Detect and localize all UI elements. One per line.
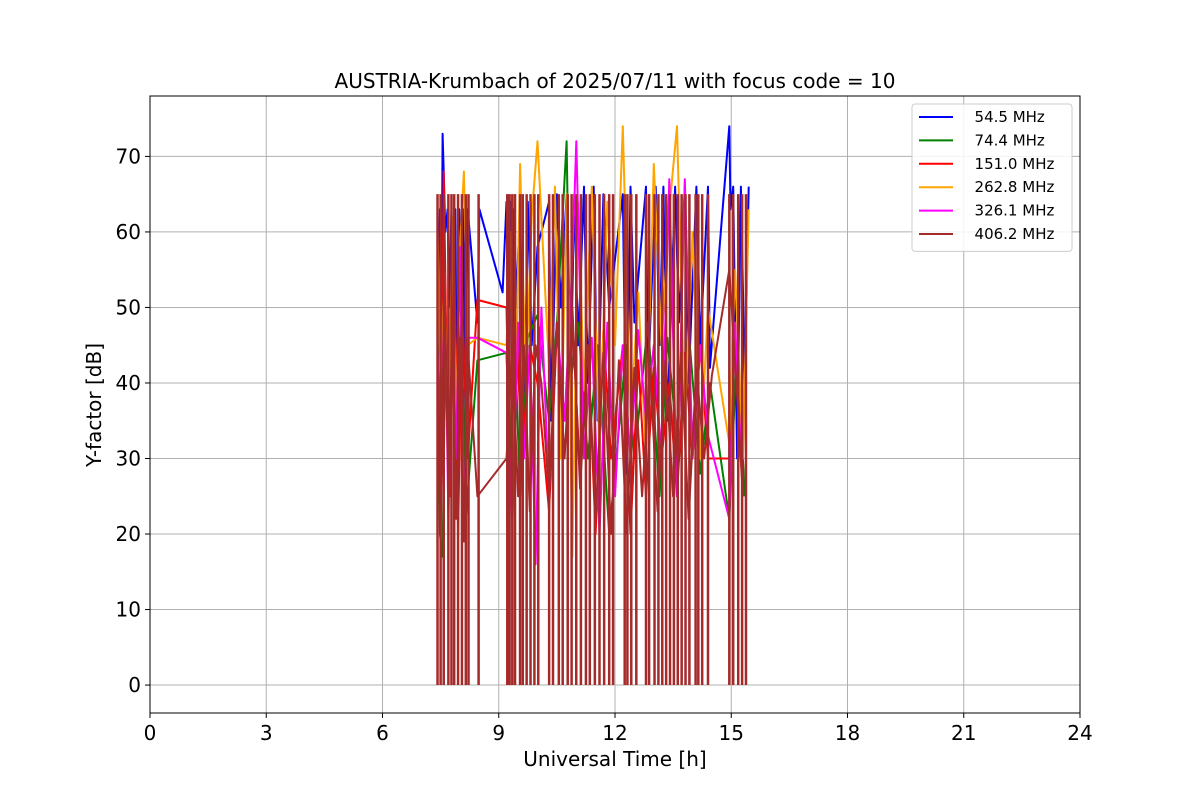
y-tick-label: 40 (116, 371, 141, 395)
y-tick-label: 0 (128, 673, 141, 697)
x-tick-label: 0 (144, 721, 157, 745)
y-tick-label: 20 (116, 522, 141, 546)
legend-label: 406.2 MHz (965, 225, 1054, 243)
legend-label: 74.4 MHz (965, 131, 1045, 149)
series-layer (436, 125, 750, 686)
chart-title: AUSTRIA-Krumbach of 2025/07/11 with focu… (335, 69, 896, 93)
legend-label: 326.1 MHz (965, 202, 1054, 220)
y-tick-label: 70 (116, 144, 141, 168)
y-tick-label: 30 (116, 446, 141, 470)
legend-label: 54.5 MHz (965, 108, 1045, 126)
x-tick-label: 3 (260, 721, 273, 745)
legend-label: 262.8 MHz (965, 178, 1054, 196)
x-axis-title: Universal Time [h] (523, 747, 706, 771)
legend-label: 151.0 MHz (965, 155, 1054, 173)
x-tick-label: 15 (719, 721, 744, 745)
x-tick-label: 12 (602, 721, 627, 745)
x-axis: 0 3 6 9 12 15 18 21 24 (144, 713, 1093, 745)
y-axis-title: Y-factor [dB] (82, 343, 106, 468)
y-tick-label: 60 (116, 220, 141, 244)
y-tick-label: 10 (116, 598, 141, 622)
x-tick-label: 18 (835, 721, 860, 745)
x-tick-label: 21 (951, 721, 976, 745)
x-tick-label: 6 (376, 721, 389, 745)
legend: 54.5 MHz 74.4 MHz 151.0 MHz 262.8 MHz 32… (911, 103, 1073, 252)
x-tick-label: 24 (1067, 721, 1092, 745)
x-tick-label: 9 (492, 721, 505, 745)
y-tick-label: 50 (116, 295, 141, 319)
y-axis: 0 10 20 30 40 50 60 70 (116, 144, 150, 697)
